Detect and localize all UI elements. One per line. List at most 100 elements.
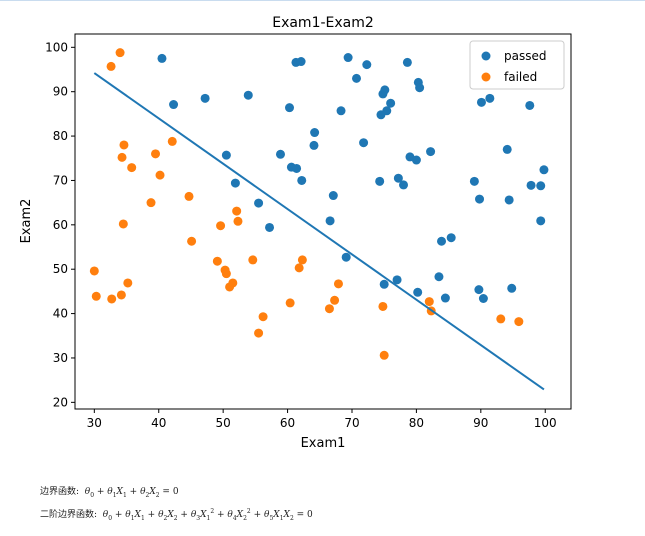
point-failed xyxy=(106,61,116,71)
decision-boundary-line xyxy=(93,72,545,391)
point-passed xyxy=(402,57,412,67)
point-passed xyxy=(380,85,390,95)
point-passed xyxy=(362,60,372,70)
y-tick-label: 100 xyxy=(45,40,68,54)
y-tick-label: 80 xyxy=(53,129,68,143)
chart-title: Exam1-Exam2 xyxy=(272,15,374,31)
point-failed xyxy=(115,48,125,58)
point-passed xyxy=(309,140,319,150)
point-passed xyxy=(485,93,495,103)
point-failed xyxy=(294,263,304,273)
point-failed xyxy=(127,163,137,173)
point-passed xyxy=(502,144,512,154)
y-tick-label: 70 xyxy=(53,173,68,187)
point-passed xyxy=(526,180,536,190)
point-passed xyxy=(399,180,409,190)
y-axis-label: Exam2 xyxy=(19,199,34,244)
point-failed xyxy=(514,317,524,327)
point-passed xyxy=(296,57,306,67)
point-passed xyxy=(475,194,485,204)
point-passed xyxy=(507,283,517,293)
point-failed xyxy=(91,291,101,301)
legend-label-passed: passed xyxy=(504,49,546,63)
point-passed xyxy=(386,98,396,108)
point-passed xyxy=(310,128,320,138)
point-passed xyxy=(200,93,210,103)
point-failed xyxy=(89,266,99,276)
point-passed xyxy=(254,198,264,208)
point-passed xyxy=(341,252,351,262)
point-passed xyxy=(393,173,403,183)
point-failed xyxy=(107,294,117,304)
point-passed xyxy=(351,73,361,83)
legend-marker-failed xyxy=(481,72,491,82)
point-failed xyxy=(221,269,231,279)
point-failed xyxy=(330,295,340,305)
point-passed xyxy=(265,222,275,232)
data-marks xyxy=(89,48,549,391)
point-passed xyxy=(525,100,535,110)
point-failed xyxy=(297,255,307,265)
point-passed xyxy=(292,163,302,173)
point-passed xyxy=(392,275,402,285)
legend-marker-passed xyxy=(481,51,491,61)
point-passed xyxy=(359,138,369,148)
point-passed xyxy=(478,293,488,303)
point-failed xyxy=(248,255,258,265)
point-failed xyxy=(155,170,165,180)
y-tick-label: 90 xyxy=(53,85,68,99)
point-failed xyxy=(228,278,238,288)
point-passed xyxy=(426,147,436,157)
point-failed xyxy=(378,301,388,311)
point-passed xyxy=(539,165,549,175)
point-passed xyxy=(328,191,338,201)
y-tick-label: 50 xyxy=(53,262,68,276)
point-passed xyxy=(440,293,450,303)
point-failed xyxy=(496,314,506,324)
point-passed xyxy=(275,149,285,159)
point-failed xyxy=(119,140,129,150)
x-tick-label: 80 xyxy=(409,416,424,430)
y-tick-label: 60 xyxy=(53,218,68,232)
point-passed xyxy=(157,53,167,63)
point-failed xyxy=(212,256,222,266)
point-failed xyxy=(116,290,126,300)
axis-ticks: 30 40 50 60 70 80 90 100 20 30 40 50 60 70 80 90 100 xyxy=(45,40,557,430)
point-failed xyxy=(216,221,226,231)
point-passed xyxy=(375,176,385,186)
point-failed xyxy=(258,312,268,322)
point-passed xyxy=(437,236,447,246)
point-passed xyxy=(382,106,392,116)
quadratic-boundary-label: 二阶边界函数: xyxy=(40,510,98,520)
x-tick-label: 50 xyxy=(216,416,231,430)
legend-box xyxy=(469,40,565,90)
x-tick-label: 90 xyxy=(473,416,488,430)
point-passed xyxy=(415,83,425,93)
point-passed xyxy=(336,106,346,116)
point-passed xyxy=(297,175,307,185)
axes-frame xyxy=(74,33,572,410)
linear-boundary-label: 边界函数: xyxy=(40,487,80,497)
point-failed xyxy=(379,350,389,360)
x-axis-label: Exam1 xyxy=(301,436,346,451)
scatter-chart: 30 40 50 60 70 80 90 100 20 30 40 50 60 70 80 90 100 Exa… xyxy=(19,15,572,451)
point-failed xyxy=(123,278,133,288)
point-passed xyxy=(474,285,484,295)
point-passed xyxy=(221,150,231,160)
legend-label-failed: failed xyxy=(504,70,537,84)
point-passed xyxy=(343,53,353,63)
point-passed xyxy=(379,279,389,289)
point-passed xyxy=(169,100,179,110)
point-failed xyxy=(146,198,156,208)
y-tick-label: 20 xyxy=(53,395,68,409)
point-failed xyxy=(184,191,194,201)
point-failed xyxy=(167,136,177,146)
plot-area: 30 40 50 60 70 80 90 100 20 30 40 50 60 70 80 90 100 xyxy=(45,33,572,430)
point-failed xyxy=(232,206,242,216)
x-tick-label: 60 xyxy=(280,416,295,430)
point-passed xyxy=(504,195,514,205)
point-failed xyxy=(254,328,264,338)
point-passed xyxy=(243,90,253,100)
point-passed xyxy=(469,176,479,186)
point-passed xyxy=(413,287,423,297)
